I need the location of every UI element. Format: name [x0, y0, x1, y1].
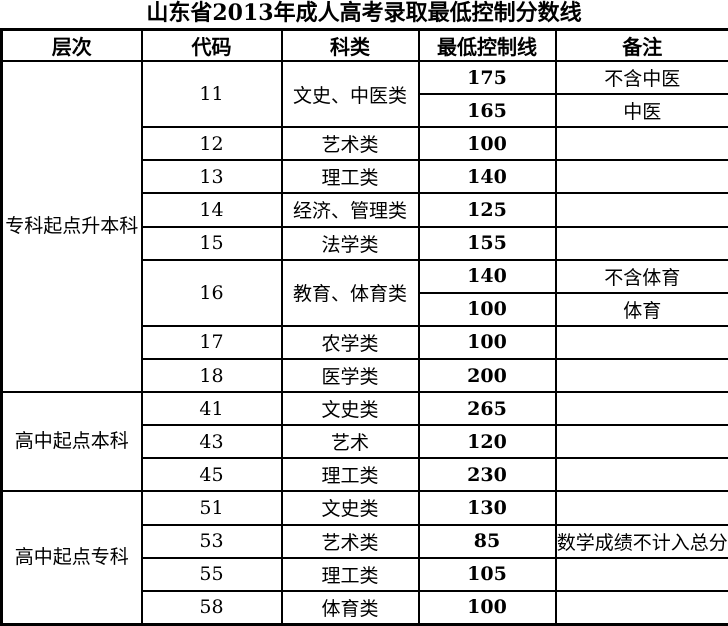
category-cell: 艺术: [280, 424, 420, 460]
score-cell: 165: [417, 93, 557, 129]
code-cell: 51: [140, 490, 283, 526]
remark-cell: [554, 424, 728, 460]
remark-cell: [554, 556, 728, 592]
score-cell: 230: [417, 457, 557, 493]
table-row: 55 理工类 105: [2, 556, 728, 592]
score-cell: 100: [417, 589, 557, 626]
code-cell: 55: [140, 556, 283, 592]
remark-cell: [554, 391, 728, 427]
table-row: 17 农学类 100: [2, 324, 728, 360]
category-cell: 文史类: [280, 490, 420, 526]
remark-cell: [554, 126, 728, 162]
code-cell: 58: [140, 589, 283, 626]
code-cell: 16: [140, 258, 283, 327]
category-cell: 农学类: [280, 324, 420, 360]
code-cell: 12: [140, 126, 283, 162]
remark-cell: [554, 457, 728, 493]
category-cell: 文史类: [280, 391, 420, 427]
table-row: 12 艺术类 100: [2, 126, 728, 162]
header-cell-category: 科类: [280, 28, 420, 62]
code-cell: 14: [140, 192, 283, 228]
score-cell: 200: [417, 357, 557, 394]
level-cell: 专科起点升本科: [0, 59, 143, 394]
table-row: 100 体育: [2, 291, 728, 327]
category-cell: 医学类: [280, 357, 420, 394]
table-header-row: 层次 代码 科类 最低控制线 备注: [0, 28, 728, 62]
score-cell: 100: [417, 324, 557, 360]
code-cell: 43: [140, 424, 283, 460]
header-cell-remark: 备注: [554, 28, 728, 62]
table-row: 14 经济、管理类 125: [2, 192, 728, 228]
table-row: 15 法学类 155: [2, 225, 728, 261]
score-cell: 100: [417, 126, 557, 162]
remark-cell: [554, 225, 728, 261]
category-cell: 经济、管理类: [280, 192, 420, 228]
score-cell: 140: [417, 159, 557, 195]
score-cell: 155: [417, 225, 557, 261]
category-cell: 教育、体育类: [280, 258, 420, 327]
table-row: 165 中医: [2, 93, 728, 129]
code-cell: 41: [140, 391, 283, 427]
code-cell: 15: [140, 225, 283, 261]
category-cell: 理工类: [280, 457, 420, 493]
table-row: 45 理工类 230: [2, 457, 728, 493]
remark-cell: 不含中医: [554, 59, 728, 96]
score-cell: 105: [417, 556, 557, 592]
level-cell: 高中起点本科: [0, 391, 143, 493]
score-cell: 100: [417, 291, 557, 327]
table-row: 13 理工类 140: [2, 159, 728, 195]
score-cell: 265: [417, 391, 557, 427]
remark-cell: 体育: [554, 291, 728, 327]
category-cell: 理工类: [280, 556, 420, 592]
code-cell: 18: [140, 357, 283, 394]
code-cell: 17: [140, 324, 283, 360]
header-cell-code: 代码: [140, 28, 283, 62]
category-cell: 理工类: [280, 159, 420, 195]
code-cell: 13: [140, 159, 283, 195]
category-cell: 文史、中医类: [280, 59, 420, 129]
code-cell: 11: [140, 59, 283, 129]
table-row: 53 艺术类 85 数学成绩不计入总分: [2, 523, 728, 559]
remark-cell: [554, 357, 728, 394]
score-cell: 125: [417, 192, 557, 228]
table-body: 专科起点升本科 11 文史、中医类 175 不含中医 165 中医 12 艺术类 100 13 理工类…: [0, 59, 728, 626]
category-cell: 艺术类: [280, 523, 420, 559]
header-cell-level: 层次: [0, 28, 143, 62]
code-cell: 45: [140, 457, 283, 493]
score-cell: 130: [417, 490, 557, 526]
category-cell: 体育类: [280, 589, 420, 626]
category-cell: 法学类: [280, 225, 420, 261]
remark-cell: 中医: [554, 93, 728, 129]
table-row: 58 体育类 100: [2, 589, 728, 626]
table-row: 18 医学类 200: [2, 357, 728, 394]
level-cell: 高中起点专科: [0, 490, 143, 626]
table-row: 专科起点升本科 11 文史、中医类 175 不含中医: [0, 59, 728, 394]
score-cell: 175: [417, 59, 557, 96]
code-cell: 53: [140, 523, 283, 559]
remark-cell: [554, 490, 728, 526]
table-row: 高中起点本科 41 文史类 265: [0, 391, 728, 493]
header-cell-min-control-line: 最低控制线: [417, 28, 557, 62]
category-cell: 艺术类: [280, 126, 420, 162]
score-cell: 140: [417, 258, 557, 294]
table-row: 16 教育、体育类 140 不含体育: [2, 258, 728, 327]
remark-cell: [554, 192, 728, 228]
remark-cell: [554, 324, 728, 360]
remark-cell: [554, 589, 728, 626]
remark-cell: 数学成绩不计入总分: [554, 523, 728, 559]
table-row: 高中起点专科 51 文史类 130: [0, 490, 728, 626]
remark-cell: [554, 159, 728, 195]
page-title: 山东省2013年成人高考录取最低控制分数线: [146, 0, 582, 26]
remark-cell: 不含体育: [554, 258, 728, 294]
table-row: 43 艺术 120: [2, 424, 728, 460]
score-table: 层次 代码 科类 最低控制线 备注 专科起点升本科 11 文史、中医类 175 不含中医…: [0, 28, 728, 626]
score-cell: 120: [417, 424, 557, 460]
score-cell: 85: [417, 523, 557, 559]
